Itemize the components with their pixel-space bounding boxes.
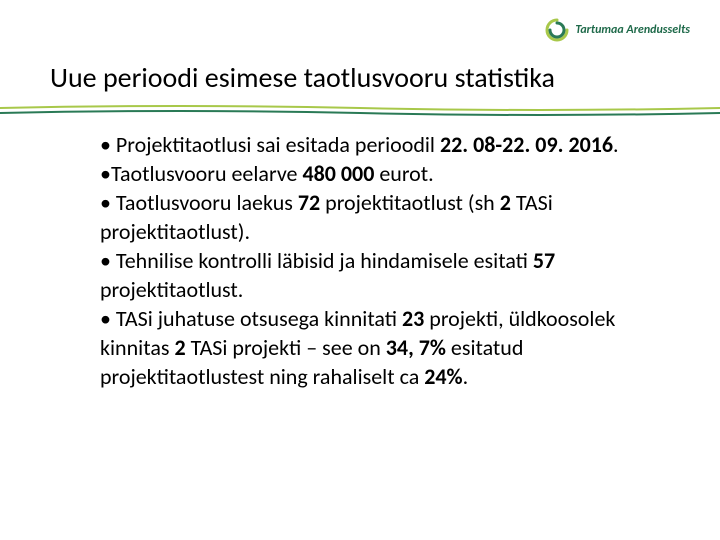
bullet-text: . [463, 363, 469, 390]
bullet-text: . [613, 131, 619, 158]
logo: Tartumaa Arendusselts [545, 18, 690, 42]
bullet-text: • TASi juhatuse otsusega kinnitati [100, 305, 402, 332]
bullet-text: projektitaotlust. [100, 276, 243, 303]
bullet-text: eurot. [374, 160, 433, 187]
slide: Tartumaa Arendusselts Uue perioodi esime… [0, 0, 720, 540]
bullet-text: • Projektitaotlusi sai esitada perioodil [100, 131, 440, 158]
bullet-text: • Tehnilise kontrolli läbisid ja hindami… [100, 247, 533, 274]
title-underline [0, 104, 720, 118]
bullet-3: • Taotlusvooru laekus 72 projektitaotlus… [100, 189, 553, 245]
bullet-bold: 2 [174, 334, 185, 361]
bullet-4: • Tehnilise kontrolli läbisid ja hindami… [100, 247, 555, 303]
bullet-bold: 24% [424, 363, 462, 390]
slide-title: Uue perioodi esimese taotlusvooru statis… [50, 60, 670, 95]
bullet-bold: 23 [402, 305, 424, 332]
bullet-bold: 22. 08-22. 09. 2016 [440, 131, 613, 158]
bullet-1: • Projektitaotlusi sai esitada perioodil… [100, 131, 619, 158]
body-text: • Projektitaotlusi sai esitada perioodil… [100, 130, 640, 391]
bullet-bold: 480 000 [302, 160, 374, 187]
bullet-text: •Taotlusvooru eelarve [100, 160, 302, 187]
bullet-bold: 34, 7% [386, 334, 446, 361]
bullet-2: •Taotlusvooru eelarve 480 000 eurot. [100, 160, 434, 187]
bullet-bold: 72 [298, 189, 320, 216]
bullet-text: projektitaotlust (sh [320, 189, 500, 216]
bullet-text: • Taotlusvooru laekus [100, 189, 298, 216]
logo-text: Tartumaa Arendusselts [575, 23, 690, 37]
bullet-text: TASi projekti – see on [186, 334, 386, 361]
bullet-bold: 57 [533, 247, 555, 274]
logo-swirl-icon [545, 18, 569, 42]
bullet-bold: 2 [500, 189, 511, 216]
bullet-5: • TASi juhatuse otsusega kinnitati 23 pr… [100, 305, 615, 390]
